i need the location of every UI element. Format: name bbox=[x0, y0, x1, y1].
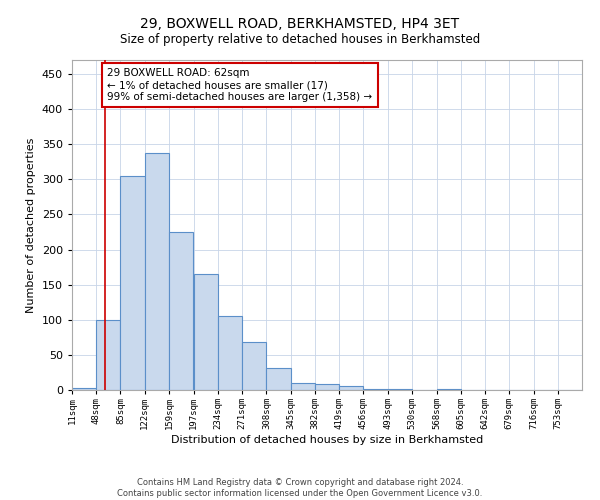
Bar bbox=[194, 274, 218, 390]
Bar bbox=[121, 176, 145, 390]
Text: Size of property relative to detached houses in Berkhamsted: Size of property relative to detached ho… bbox=[120, 32, 480, 46]
Bar bbox=[364, 388, 388, 390]
X-axis label: Distribution of detached houses by size in Berkhamsted: Distribution of detached houses by size … bbox=[171, 435, 483, 445]
Bar bbox=[145, 152, 169, 390]
Bar bbox=[266, 368, 290, 390]
Bar bbox=[218, 316, 242, 390]
Bar bbox=[96, 320, 121, 390]
Bar bbox=[290, 383, 315, 390]
Bar bbox=[242, 342, 266, 390]
Bar bbox=[339, 386, 364, 390]
Y-axis label: Number of detached properties: Number of detached properties bbox=[26, 138, 36, 312]
Bar bbox=[169, 232, 193, 390]
Bar bbox=[72, 388, 96, 390]
Text: 29 BOXWELL ROAD: 62sqm
← 1% of detached houses are smaller (17)
99% of semi-deta: 29 BOXWELL ROAD: 62sqm ← 1% of detached … bbox=[107, 68, 373, 102]
Text: 29, BOXWELL ROAD, BERKHAMSTED, HP4 3ET: 29, BOXWELL ROAD, BERKHAMSTED, HP4 3ET bbox=[140, 18, 460, 32]
Bar bbox=[315, 384, 339, 390]
Text: Contains HM Land Registry data © Crown copyright and database right 2024.
Contai: Contains HM Land Registry data © Crown c… bbox=[118, 478, 482, 498]
